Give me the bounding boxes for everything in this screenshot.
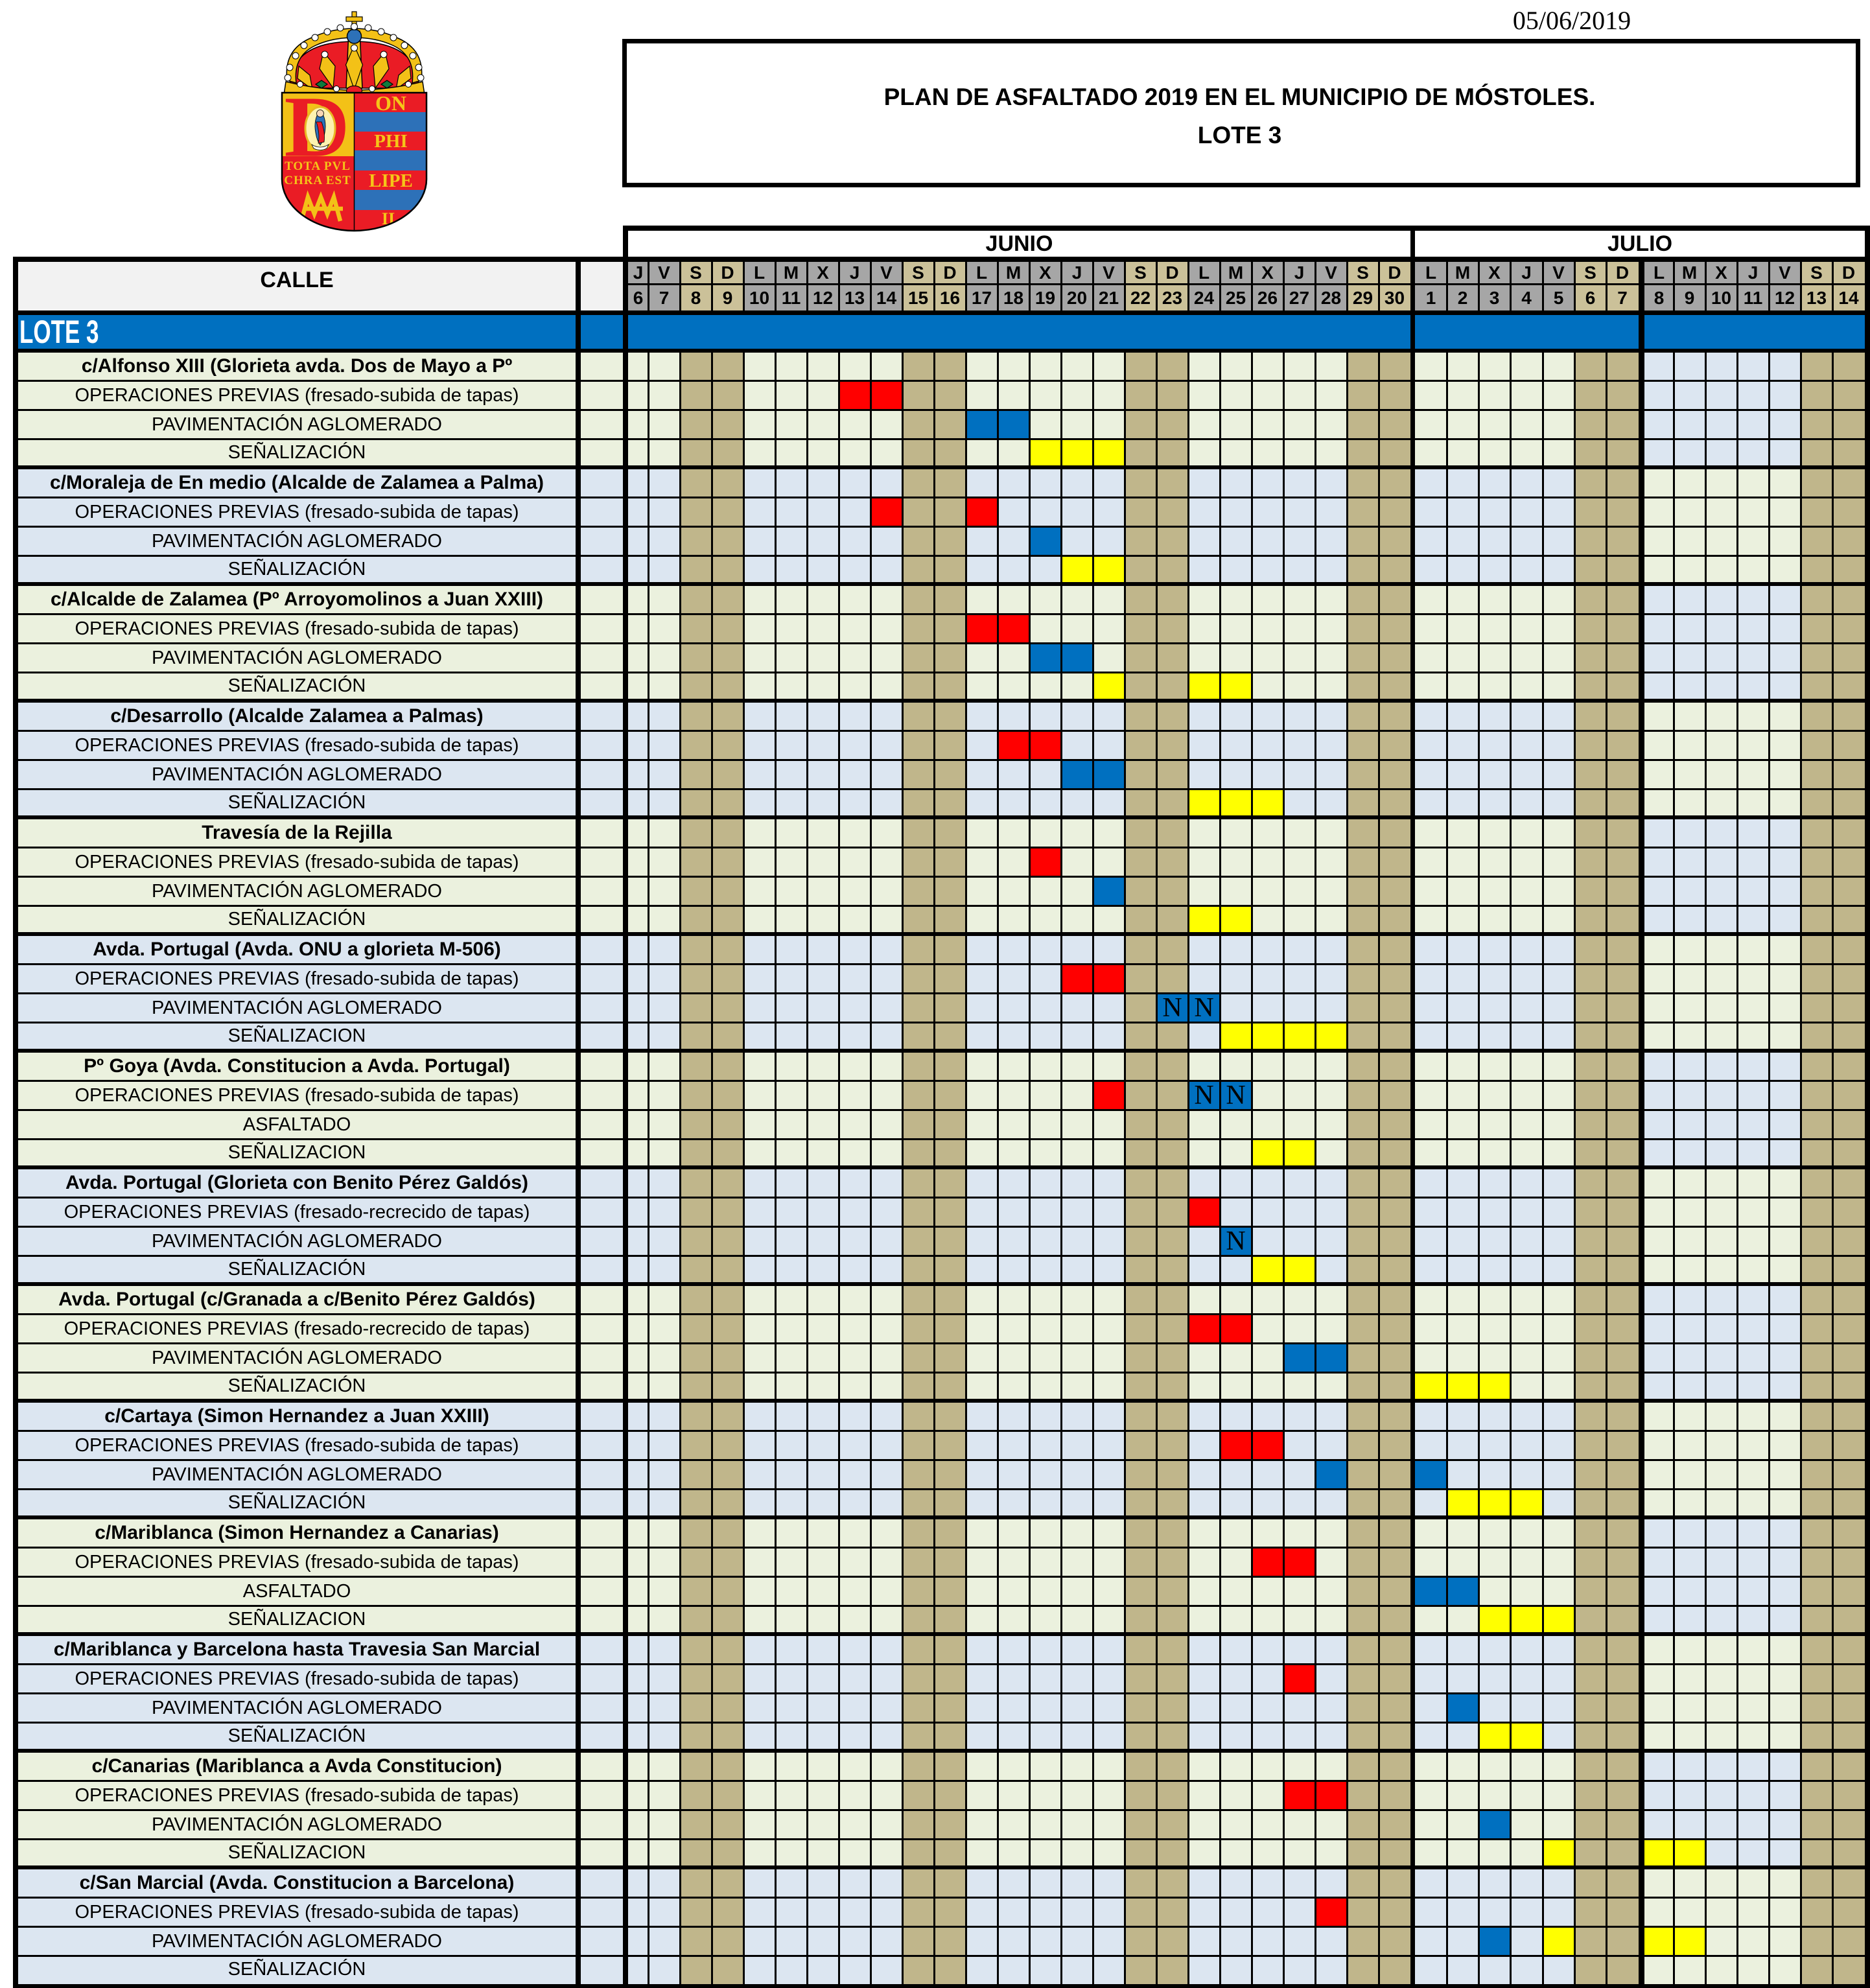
svg-text:LIPE: LIPE bbox=[369, 170, 413, 191]
svg-text:TOTA PVL: TOTA PVL bbox=[285, 159, 351, 173]
svg-text:CHRA EST: CHRA EST bbox=[284, 174, 351, 187]
svg-text:PHI: PHI bbox=[374, 131, 408, 152]
svg-text:ON: ON bbox=[375, 91, 406, 115]
